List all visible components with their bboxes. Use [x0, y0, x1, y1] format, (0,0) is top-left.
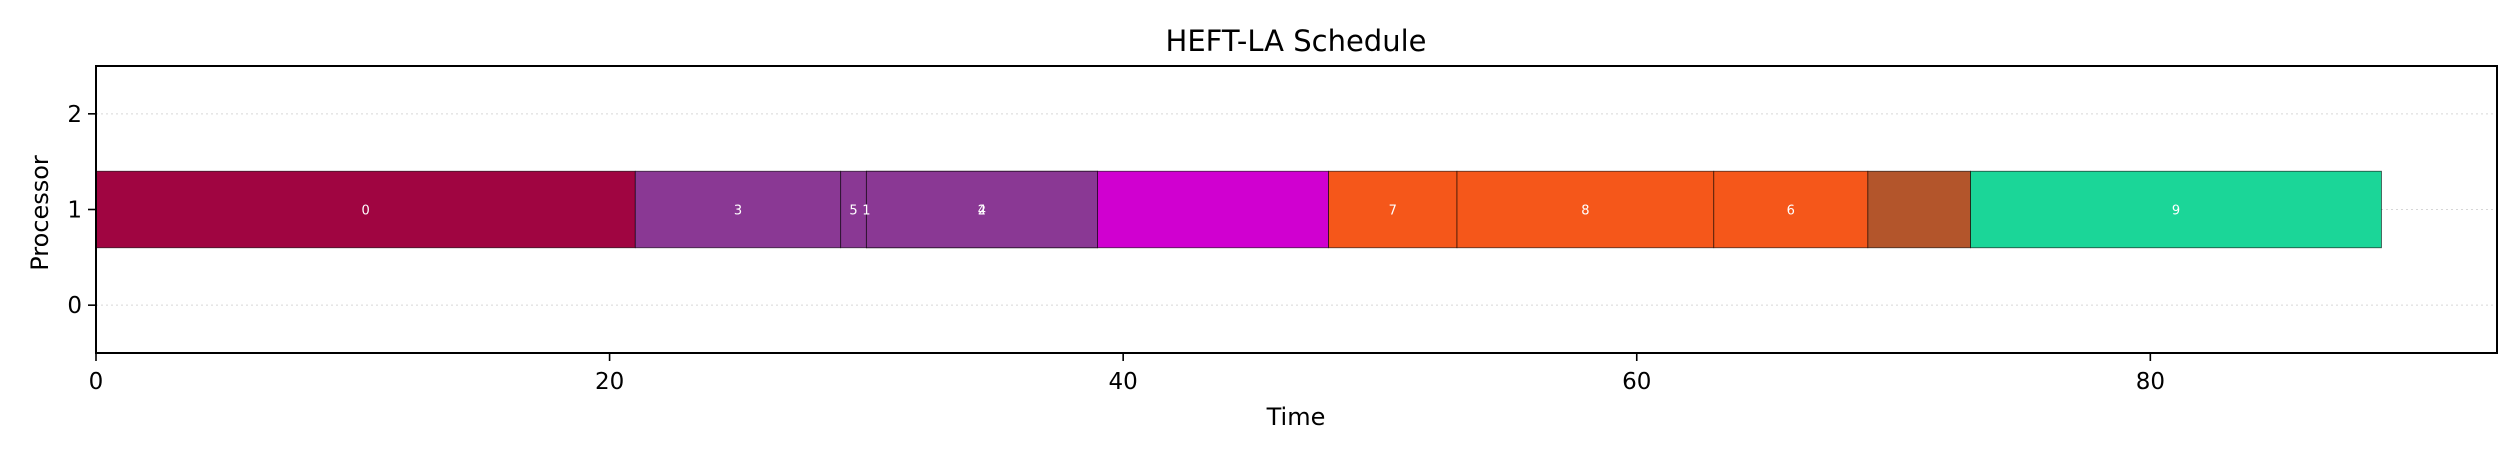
bar-labels-layer: 0 3 5 1 24 7 8 6 9 [361, 204, 2180, 219]
x-tick-label-2: 40 [1109, 369, 1138, 395]
task-label-4: 2 [978, 204, 986, 219]
x-tick-label-3: 60 [1622, 369, 1651, 395]
y-tick-label-0: 0 [67, 293, 82, 319]
task-bar-10 [1867, 170, 1971, 249]
task-label-7: 7 [1389, 204, 1397, 219]
chart-title: HEFT-LA Schedule [1166, 24, 1427, 58]
y-axis-ticks: 0 1 2 [67, 102, 96, 319]
task-bar-2 [840, 170, 867, 249]
task-bar-1 [634, 170, 842, 249]
task-bar-9 [1713, 170, 1869, 249]
task-bar-7 [1328, 170, 1458, 249]
x-tick-label-0: 0 [89, 369, 104, 395]
x-axis-ticks: 0 20 40 60 80 [89, 353, 2165, 395]
x-tick-label-1: 20 [595, 369, 624, 395]
task-label-5: 4 [978, 204, 986, 219]
y-tick-label-2: 2 [67, 102, 82, 128]
task-label-3: 1 [862, 204, 870, 219]
task-label-2: 5 [849, 204, 857, 219]
task-label-11: 9 [2172, 204, 2180, 219]
task-bar-11 [1970, 170, 2382, 249]
task-label-8: 8 [1581, 204, 1589, 219]
x-axis-label: Time [1266, 403, 1326, 431]
task-label-1: 3 [734, 204, 742, 219]
task-bar-5 [865, 170, 1098, 249]
y-tick-label-1: 1 [67, 198, 82, 224]
bars-layer [95, 170, 2382, 249]
y-axis-label: Processor [26, 155, 54, 271]
task-bar-8 [1456, 170, 1715, 249]
x-tick-label-4: 80 [2136, 369, 2165, 395]
task-bar-0 [95, 170, 636, 249]
task-bar-6 [1097, 170, 1329, 249]
task-label-0: 0 [361, 204, 369, 219]
task-label-9: 6 [1787, 204, 1795, 219]
